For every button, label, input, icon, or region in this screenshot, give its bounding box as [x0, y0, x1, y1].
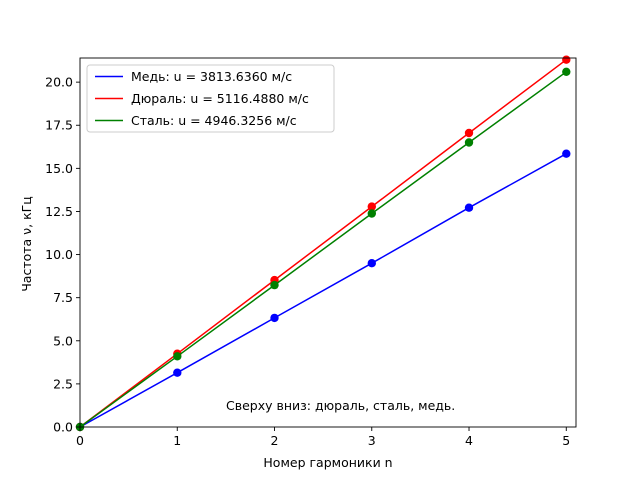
legend-box [86, 64, 335, 133]
x-tick-label: 3 [368, 433, 376, 448]
series-line-2 [79, 71, 567, 428]
series-line-0 [79, 153, 567, 428]
data-point-2-5 [562, 67, 571, 77]
y-tick-label: 0.0 [53, 420, 73, 435]
data-point-0-5 [562, 149, 571, 158]
y-tick-label: 12.5 [45, 204, 73, 219]
y-tick-label: 15.0 [45, 161, 73, 176]
x-axis-title: Номер гармоники n [263, 455, 392, 470]
annotation-text: Сверху вниз: дюраль, сталь, медь. [226, 398, 455, 413]
y-tick-label: 7.5 [53, 290, 73, 305]
data-point-0-3 [367, 259, 376, 268]
data-point-0-1 [173, 368, 182, 377]
y-tick-label: 20.0 [45, 75, 73, 90]
data-point-1-4 [464, 128, 474, 138]
data-point-2-2 [270, 280, 279, 290]
legend-entry-0: Медь: u = 3813.6360 м/с [131, 69, 292, 84]
x-tick-label: 5 [562, 433, 570, 448]
y-tick-label: 10.0 [45, 247, 73, 262]
x-tick-label: 1 [173, 433, 181, 448]
y-tick-label: 17.5 [45, 118, 73, 133]
y-tick-label: 2.5 [53, 376, 73, 391]
data-point-1-3 [367, 202, 376, 211]
data-point-2-1 [173, 352, 182, 361]
axes-frame [79, 57, 577, 428]
data-point-1-5 [562, 55, 571, 64]
y-tick-label: 5.0 [53, 333, 73, 348]
data-point-2-4 [464, 138, 474, 147]
x-tick-label: 0 [76, 433, 84, 448]
data-point-2-3 [367, 209, 376, 218]
legend-entry-1: Дюраль: u = 5116.4880 м/с [131, 91, 309, 106]
plot-area [75, 55, 571, 432]
x-tick-label: 2 [271, 433, 279, 448]
x-tick-label: 4 [465, 433, 473, 448]
legend-entry-2: Сталь: u = 4946.3256 м/с [131, 113, 297, 128]
legend: Медь: u = 3813.6360 м/с Дюраль: u = 5116.… [86, 64, 335, 133]
data-point-0-2 [270, 313, 279, 323]
y-axis-title: Частота ν, кГц [19, 196, 34, 292]
series-line-1 [79, 59, 567, 428]
data-point-0-4 [464, 203, 474, 212]
axes: 0 1 2 3 4 5 0.0 2.5 5.0 7.5 10.0 12.5 15.0 17.5 20.0 [45, 57, 577, 448]
